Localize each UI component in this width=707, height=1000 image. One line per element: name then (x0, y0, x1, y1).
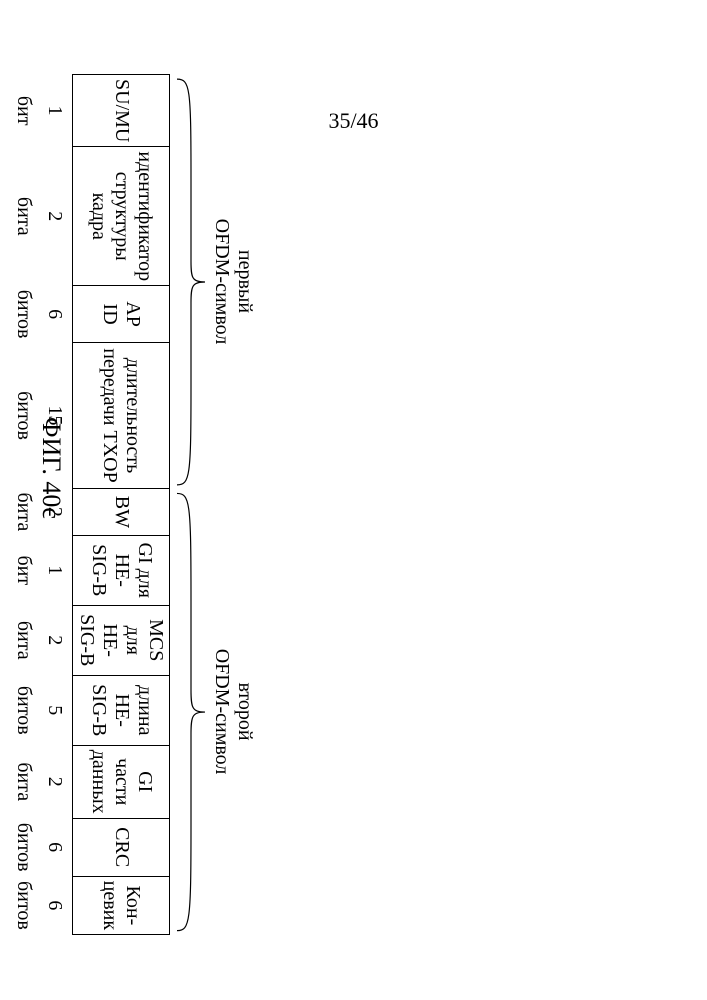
field-cell: GI для HE-SIG-B (73, 535, 170, 605)
group-brace (170, 75, 206, 489)
field-cell: AP ID (73, 286, 170, 343)
field-cell: BW (73, 489, 170, 536)
field-bits-value: 6 (42, 876, 74, 934)
field-cell: CRC (73, 818, 170, 876)
field-cell: длительностьпередачи TXOP (73, 343, 170, 489)
frame-structure-figure: первыйOFDM-символвторойOFDM-символ SU/MU… (11, 74, 257, 935)
group-brace (170, 489, 206, 935)
figure-caption: ФИГ. 40с (36, 74, 66, 862)
field-cell: длина HE-SIG-B (73, 675, 170, 745)
field-bits-unit: битов (11, 876, 42, 934)
field-cell: GI части данных (73, 745, 170, 818)
group-label: первыйOFDM-символ (206, 75, 256, 489)
field-cell: MCS для HE-SIG-B (73, 605, 170, 675)
field-cell: идентификаторструктурыкадра (73, 147, 170, 286)
group-label: второйOFDM-символ (206, 489, 256, 935)
field-cell: SU/MU (73, 75, 170, 147)
field-cell: Кон-цевик (73, 876, 170, 934)
